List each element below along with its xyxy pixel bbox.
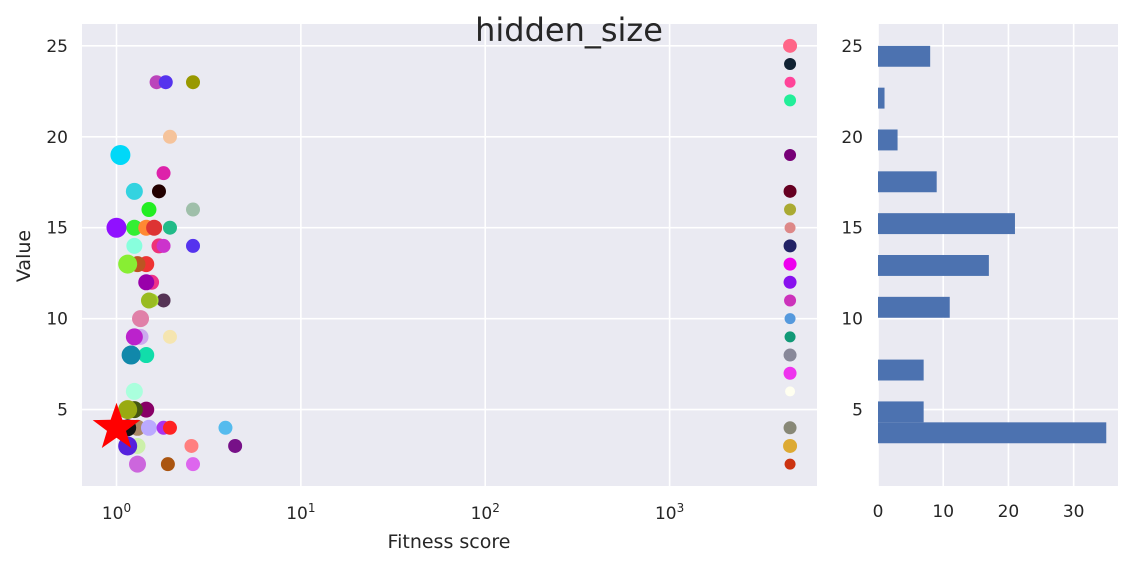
scatter-point <box>186 202 201 217</box>
hist-x-tick-label: 0 <box>873 502 884 522</box>
scatter-point <box>783 421 797 435</box>
x-tick-label: 103 <box>655 501 684 524</box>
x-tick-label: 101 <box>286 501 315 524</box>
scatter-point <box>138 274 155 291</box>
histogram-x-ticks: 0 10 20 30 <box>873 502 1085 522</box>
scatter-point <box>784 58 797 71</box>
scatter-point <box>784 148 797 161</box>
scatter-point <box>126 237 143 254</box>
scatter-point <box>784 203 797 216</box>
scatter-point <box>186 457 201 472</box>
scatter-point <box>783 38 798 53</box>
scatter-point <box>160 457 175 472</box>
hist-y-tick-label: 20 <box>841 128 863 148</box>
scatter-point <box>162 420 177 435</box>
x-tick-label: 100 <box>102 501 131 524</box>
scatter-point <box>784 294 797 307</box>
scatter-point <box>118 400 138 420</box>
hist-x-tick-label: 30 <box>1063 502 1085 522</box>
scatter-point <box>785 386 796 397</box>
scatter-point <box>121 345 141 365</box>
scatter-point <box>138 401 155 418</box>
scatter-point <box>140 292 157 309</box>
y-tick-label: 25 <box>46 37 68 57</box>
scatter-point <box>228 438 243 453</box>
y-tick-label: 20 <box>46 128 68 148</box>
scatter-point <box>783 366 797 380</box>
scatter-point <box>156 293 171 308</box>
scatter-point <box>784 331 796 343</box>
scatter-point <box>146 219 163 236</box>
histogram-bar <box>878 296 950 318</box>
scatter-point <box>162 129 177 144</box>
scatter-point <box>138 347 155 364</box>
histogram-bar <box>878 87 885 109</box>
histogram-bar <box>878 45 931 67</box>
hist-x-tick-label: 10 <box>932 502 954 522</box>
scatter-points <box>92 38 798 473</box>
scatter-gridlines <box>82 24 817 486</box>
scatter-point <box>784 313 796 325</box>
scatter-point <box>784 458 796 470</box>
histogram-bar <box>878 213 1015 235</box>
scatter-point <box>186 75 201 90</box>
histogram-bar <box>878 359 924 381</box>
histogram-bar <box>878 401 924 423</box>
scatter-point <box>186 238 201 253</box>
hist-y-tick-label: 15 <box>841 219 863 239</box>
scatter-point <box>156 166 171 181</box>
histogram-bar <box>878 255 989 276</box>
scatter-point <box>784 94 797 107</box>
scatter-point <box>125 328 143 346</box>
scatter-point <box>125 382 143 400</box>
histogram-bar <box>878 422 1107 444</box>
hist-y-tick-label: 25 <box>841 37 863 57</box>
hist-x-tick-label: 20 <box>998 502 1020 522</box>
scatter-point <box>783 438 798 453</box>
scatter-point <box>783 239 797 253</box>
scatter-point <box>218 420 233 435</box>
chart-title: hidden_size <box>475 11 663 49</box>
histogram-axes: 0 10 20 30 5 10 15 20 25 <box>841 24 1118 522</box>
scatter-point <box>184 438 199 453</box>
y-tick-label: 5 <box>57 401 68 421</box>
y-tick-label: 10 <box>46 310 68 330</box>
y-axis-label: Value <box>13 230 35 282</box>
hist-y-tick-label: 5 <box>852 401 863 421</box>
x-axis-label: Fitness score <box>388 531 511 553</box>
scatter-point <box>141 202 157 218</box>
x-tick-label: 102 <box>471 501 500 524</box>
scatter-point <box>126 219 143 236</box>
scatter-point <box>783 275 797 289</box>
scatter-point <box>783 348 797 362</box>
scatter-point <box>118 254 138 274</box>
scatter-point <box>125 182 143 200</box>
scatter-point <box>784 76 796 88</box>
scatter-point <box>162 329 177 344</box>
scatter-point <box>151 184 166 199</box>
y-tick-label: 15 <box>46 219 68 239</box>
scatter-point <box>110 144 131 165</box>
scatter-point <box>132 310 150 328</box>
histogram-bar <box>878 129 898 151</box>
scatter-point <box>156 238 171 253</box>
scatter-point <box>129 455 147 473</box>
scatter-point <box>783 184 797 198</box>
scatter-point <box>162 220 177 235</box>
scatter-point <box>106 217 127 238</box>
scatter-point <box>784 222 796 234</box>
best-star-marker <box>92 402 141 448</box>
scatter-y-ticks: 5 10 15 20 25 <box>46 37 68 421</box>
histogram-bar <box>878 171 937 193</box>
histogram-bars <box>878 45 1107 444</box>
scatter-x-ticks: 100 101 102 103 <box>102 501 684 524</box>
scatter-point <box>140 419 157 436</box>
scatter-plot-area <box>82 24 817 486</box>
scatter-point <box>158 75 173 90</box>
scatter-point <box>783 257 797 271</box>
scatter-axes: 100 101 102 103 5 10 15 20 25 Fitness score Val… <box>13 24 817 553</box>
hist-y-tick-label: 10 <box>841 310 863 330</box>
histogram-y-ticks: 5 10 15 20 25 <box>841 37 863 421</box>
